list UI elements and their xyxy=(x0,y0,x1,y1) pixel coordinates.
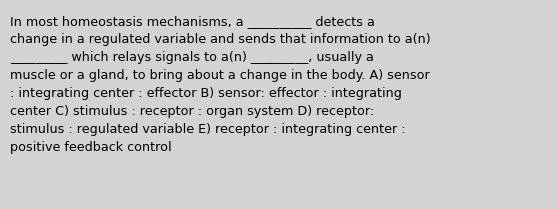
Text: In most homeostasis mechanisms, a __________ detects a
change in a regulated var: In most homeostasis mechanisms, a ______… xyxy=(10,15,431,154)
